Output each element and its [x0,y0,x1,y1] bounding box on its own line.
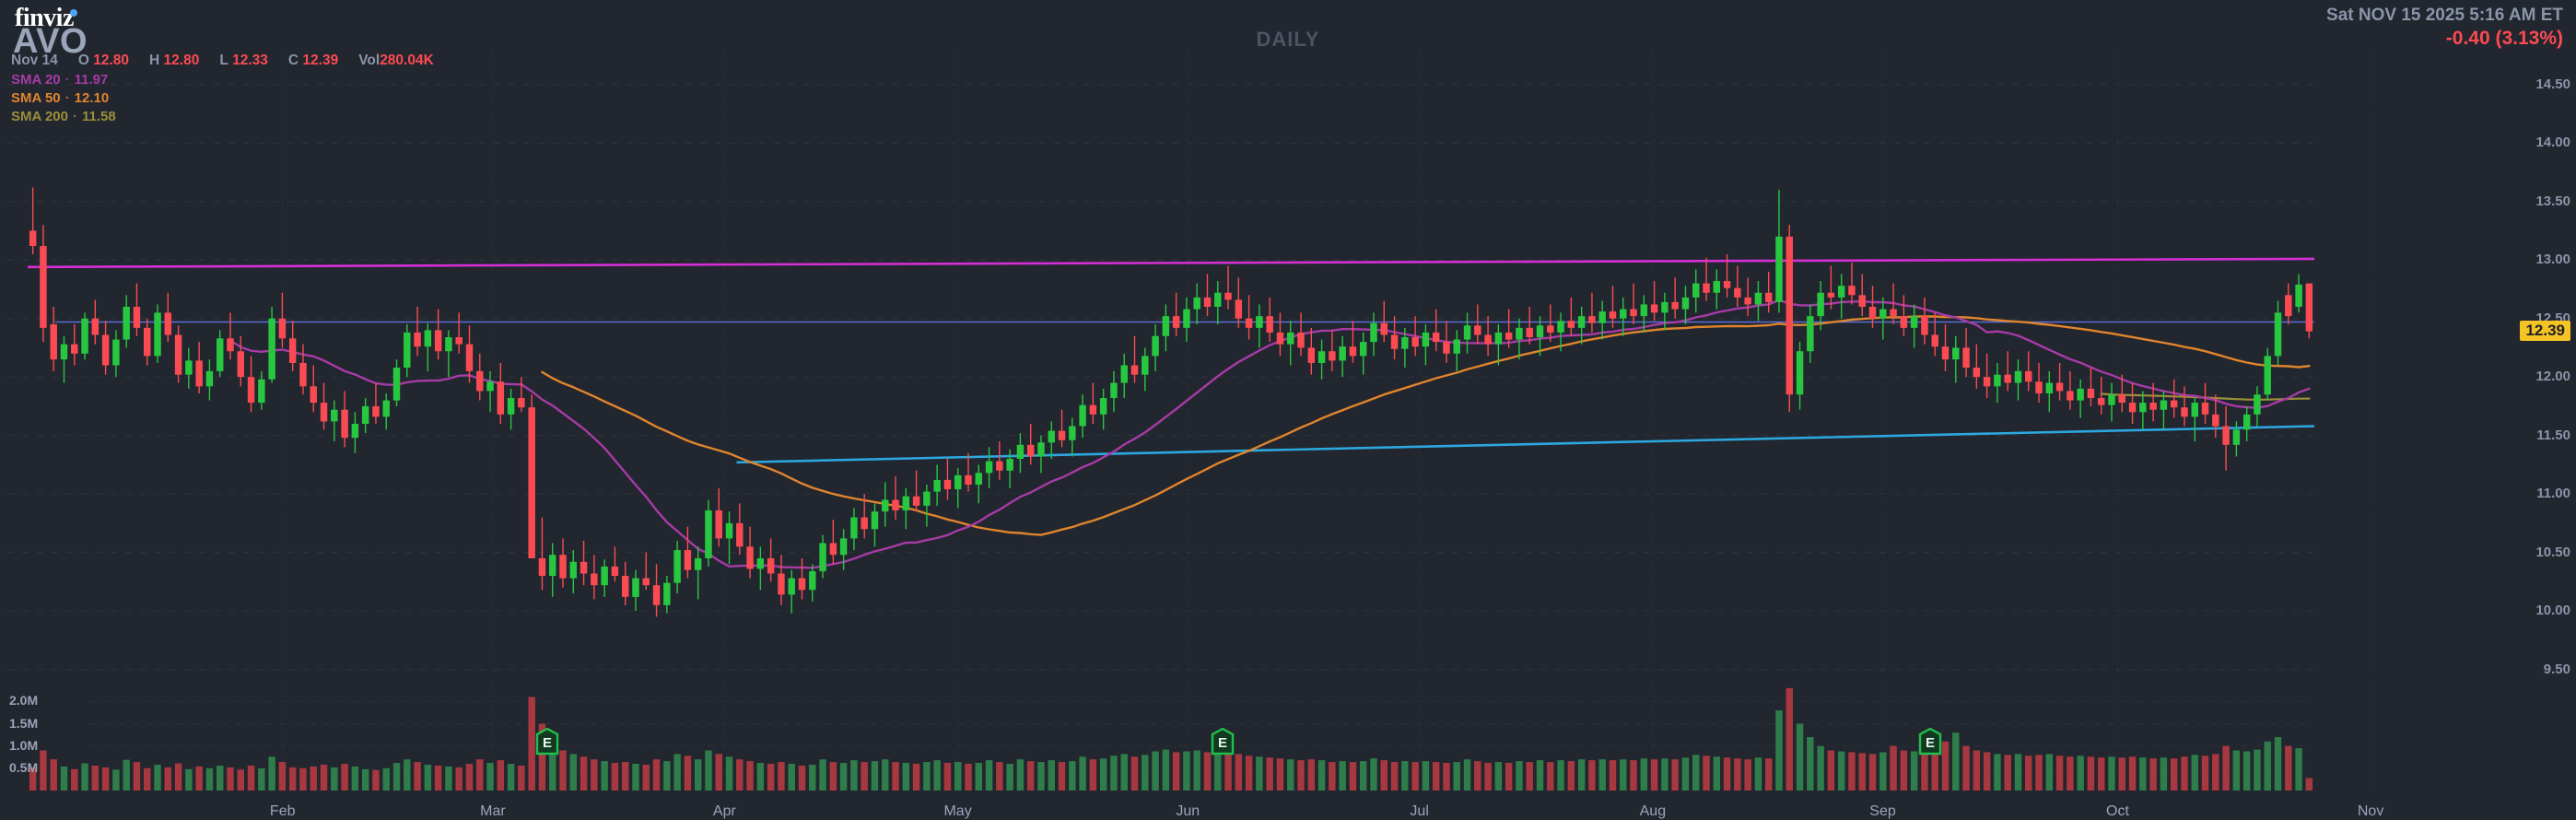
sma-20-line [228,299,2311,569]
sma-200-label: SMA 200 [11,109,68,124]
sma-50-legend[interactable]: SMA 50 · 12.10 [11,90,109,106]
earnings-marker[interactable]: E [535,727,559,756]
price-tick-label: 13.50 [2535,193,2570,209]
sma-50-value: 12.10 [74,90,110,106]
brand-dot-icon [70,9,77,17]
sma-200-separator: · [72,109,77,124]
svg-text:E: E [1218,735,1227,751]
sma-20-separator: · [64,72,70,88]
month-tick-label: Apr [712,803,736,819]
sma-20-label: SMA 20 [11,72,61,88]
sma-20-value: 11.97 [74,72,109,88]
month-tick-label: Jul [1410,803,1429,819]
candlestick-series [29,187,2313,617]
svg-text:E: E [543,735,552,751]
price-tick-label: 12.00 [2535,369,2570,385]
price-tick-label: 10.50 [2535,544,2570,560]
chart-canvas[interactable]: 14.50 14.00 13.50 13.00 12.50 12.00 11.50 11.00… [0,48,2576,819]
ohlc-open-value: 12.80 [93,53,130,68]
price-change: -0.40 (3.13%) [2445,28,2563,49]
ohlc-close-label: C [287,53,299,68]
sma-200-legend[interactable]: SMA 200 · 11.58 [11,109,116,124]
ohlc-high-label: H [149,53,160,68]
sma-20-legend[interactable]: SMA 20 · 11.97 [11,72,108,88]
price-tick-label: 14.50 [2535,76,2570,92]
volume-tick-label: 1.0M [9,737,39,753]
ohlc-close-value: 12.39 [302,53,339,68]
ohlc-readout: Nov 14 O 12.80 H 12.80 L 12.33 C 12.39 Vol280… [11,53,454,69]
month-tick-label: Nov [2357,803,2384,819]
timeframe-watermark: DAILY [1256,28,1320,51]
sma-200-value: 11.58 [81,109,116,124]
sma-50-line [541,315,2311,536]
volume-tick-label: 1.5M [9,715,39,731]
month-tick-label: Feb [269,803,296,819]
finviz-logo[interactable]: finviz [15,4,77,33]
finviz-logo-text: finviz [15,4,74,32]
ohlc-volume-label: Vol [358,53,381,68]
sma-50-separator: · [64,90,70,106]
market-timestamp: Sat NOV 15 2025 5:16 AM ET [2326,6,2563,25]
sma-50-label: SMA 50 [11,90,61,106]
price-tick-label: 9.50 [2543,661,2570,677]
month-tick-label: Sep [1869,803,1896,819]
svg-text:E: E [1926,735,1935,751]
earnings-marker[interactable]: E [1211,727,1235,756]
month-tick-label: May [943,803,972,819]
price-tick-label: 11.50 [2536,427,2570,443]
earnings-marker[interactable]: E [1918,727,1942,756]
volume-tick-label: 2.0M [9,693,39,709]
volume-tick-label: 0.5M [9,759,39,775]
month-tick-label: Aug [1639,803,1667,819]
ohlc-open-label: O [77,53,89,68]
ohlc-low-label: L [219,53,228,68]
price-tick-label: 13.00 [2535,252,2570,268]
month-tick-label: Oct [2106,803,2129,819]
ohlc-date: Nov 14 [11,53,58,68]
month-tick-label: Mar [480,803,506,819]
month-tick-label: Jun [1176,803,1200,819]
price-tick-label: 11.00 [2536,486,2570,502]
ohlc-high-value: 12.80 [163,53,200,68]
last-price-badge: 12.39 [2520,320,2570,342]
ohlc-low-value: 12.33 [232,53,268,68]
page-title: AVO [13,22,88,61]
price-tick-label: 14.00 [2535,135,2570,151]
volume-bars [29,687,2313,791]
trendline [27,257,2315,269]
price-tick-label: 10.00 [2535,603,2570,619]
ohlc-volume-value: 280.04K [380,53,434,68]
